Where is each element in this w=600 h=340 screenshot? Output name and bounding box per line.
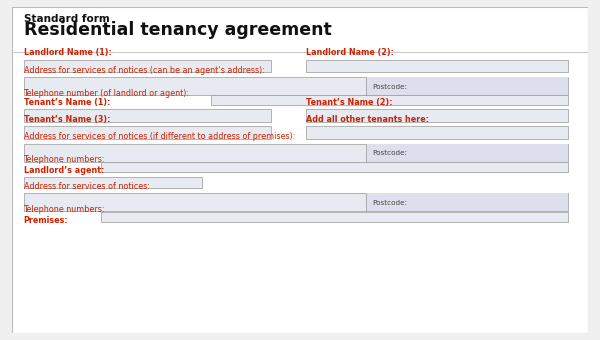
FancyBboxPatch shape <box>23 109 271 122</box>
FancyBboxPatch shape <box>23 177 202 188</box>
FancyBboxPatch shape <box>306 109 568 122</box>
Text: Add all other tenants here:: Add all other tenants here: <box>306 115 429 124</box>
FancyBboxPatch shape <box>101 162 568 172</box>
FancyBboxPatch shape <box>23 143 568 162</box>
FancyBboxPatch shape <box>23 77 568 95</box>
FancyBboxPatch shape <box>23 126 271 139</box>
Text: Telephone numbers:: Telephone numbers: <box>23 155 105 164</box>
Text: Landlord Name (1):: Landlord Name (1): <box>23 48 111 57</box>
FancyBboxPatch shape <box>101 212 568 222</box>
FancyBboxPatch shape <box>367 77 568 95</box>
Text: Address for services of notices (can be an agent’s address):: Address for services of notices (can be … <box>23 66 265 75</box>
FancyBboxPatch shape <box>23 60 271 72</box>
Text: Postcode:: Postcode: <box>372 84 407 90</box>
Text: Address for services of notices:: Address for services of notices: <box>23 182 149 191</box>
Text: Tenant’s Name (2):: Tenant’s Name (2): <box>306 98 392 107</box>
Text: Address for services of notices (if different to address of premises):: Address for services of notices (if diff… <box>23 132 295 141</box>
Text: Residential tenancy agreement: Residential tenancy agreement <box>23 21 331 39</box>
Text: Standard form: Standard form <box>23 14 109 24</box>
Text: Tenant’s Name (3):: Tenant’s Name (3): <box>23 115 110 124</box>
Text: Telephone numbers:: Telephone numbers: <box>23 205 105 214</box>
Text: Landlord Name (2):: Landlord Name (2): <box>306 48 394 57</box>
Text: Postcode:: Postcode: <box>372 150 407 156</box>
Text: Premises:: Premises: <box>23 216 68 225</box>
Text: Postcode:: Postcode: <box>372 200 407 206</box>
Text: Landlord’s agent:: Landlord’s agent: <box>23 166 104 174</box>
FancyBboxPatch shape <box>306 126 568 139</box>
FancyBboxPatch shape <box>306 60 568 72</box>
Text: Tenant’s Name (1):: Tenant’s Name (1): <box>23 98 110 107</box>
FancyBboxPatch shape <box>367 193 568 211</box>
Text: Telephone number (of landlord or agent):: Telephone number (of landlord or agent): <box>23 88 190 98</box>
FancyBboxPatch shape <box>211 95 568 105</box>
FancyBboxPatch shape <box>23 193 568 211</box>
FancyBboxPatch shape <box>367 143 568 162</box>
